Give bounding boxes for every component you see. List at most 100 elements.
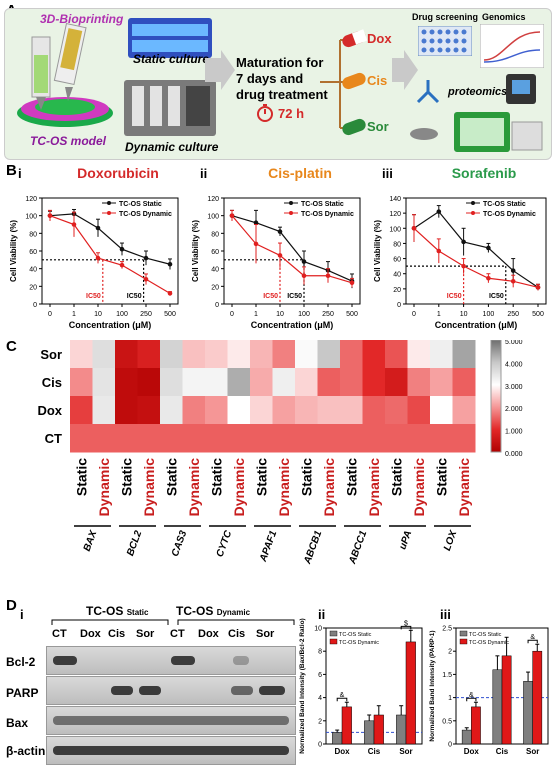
group-dynamic-name: TC-OS bbox=[176, 604, 214, 618]
chart-roman-label: iii bbox=[382, 166, 393, 181]
blot-band bbox=[231, 686, 253, 695]
heatmap-cell bbox=[182, 340, 206, 369]
y-tick-label: 1.5 bbox=[442, 672, 452, 679]
heatmap-column-label: Static bbox=[388, 458, 404, 496]
timer-icon bbox=[257, 104, 273, 122]
heatmap-row-label: Sor bbox=[40, 347, 62, 362]
y-tick-label: 80 bbox=[393, 241, 401, 248]
colorbar-tick-label: 4.000 bbox=[505, 361, 523, 368]
x-tick-label: 250 bbox=[140, 311, 152, 318]
ic50-label-dynamic: IC50 bbox=[263, 293, 278, 300]
heatmap-cell bbox=[407, 424, 431, 453]
x-tick-label: 250 bbox=[507, 311, 519, 318]
heatmap-column-label: Dynamic bbox=[276, 458, 292, 517]
heatmap-cell bbox=[115, 368, 138, 397]
heatmap-cell bbox=[205, 368, 228, 397]
y-tick-label: 0 bbox=[318, 742, 322, 749]
y-tick-label: 60 bbox=[211, 249, 219, 256]
heatmap-cell bbox=[92, 368, 116, 397]
protein-label-parp: PARP bbox=[6, 686, 39, 700]
heatmap-cell bbox=[295, 368, 318, 397]
blot-band bbox=[171, 656, 195, 665]
legend-swatch bbox=[459, 630, 468, 637]
colorbar-tick-label: 0.000 bbox=[505, 451, 523, 458]
gene-label: ABCB1 bbox=[302, 529, 325, 566]
data-point bbox=[229, 213, 235, 218]
y-tick-label: 0.5 bbox=[442, 718, 452, 725]
lane-label: Sor bbox=[256, 628, 275, 640]
heatmap-cell bbox=[92, 424, 116, 453]
protein-label-bactin: β-actin bbox=[6, 744, 46, 758]
y-tick-label: 0 bbox=[448, 742, 452, 749]
culture-illustration bbox=[124, 18, 216, 136]
blot-row-parp bbox=[46, 676, 296, 705]
significance-mark: $ bbox=[404, 620, 408, 627]
blot-band bbox=[111, 686, 133, 695]
genomics-label: Genomics bbox=[482, 12, 526, 22]
x-tick-label: 1 bbox=[254, 311, 258, 318]
colorbar-tick-label: 2.000 bbox=[505, 406, 523, 413]
blot-row-bcl2 bbox=[46, 646, 296, 675]
heatmap-cell bbox=[250, 368, 273, 397]
x-tick-label: Cis bbox=[368, 747, 381, 756]
y-tick-label: 6 bbox=[318, 672, 322, 679]
heatmap-column-label: Static bbox=[343, 458, 359, 496]
bar bbox=[332, 732, 343, 745]
panel-c-label: C bbox=[6, 338, 17, 355]
blot-band bbox=[233, 656, 249, 665]
data-point bbox=[143, 255, 149, 261]
bioprinting-label: 3D-Bioprinting bbox=[40, 12, 124, 26]
heatmap-cell bbox=[295, 396, 318, 425]
bar bbox=[461, 729, 472, 745]
data-point bbox=[143, 276, 149, 282]
y-tick-label: 0 bbox=[33, 302, 37, 309]
chart-title: Sorafenib bbox=[452, 165, 517, 181]
y-tick-label: 0 bbox=[215, 302, 219, 309]
bar bbox=[364, 720, 375, 745]
line-chart-sorafenib: iii Sorafenib 0 20 40 60 80 100 120 140 0 1 10 100 250… bbox=[368, 162, 554, 334]
panel-d-label: D bbox=[6, 597, 17, 614]
bar-chart-bax-bcl2: 0 2 4 6 8 10 Dox & Cis Sor $ TC-OS Static TC-OS Dyna… bbox=[296, 616, 428, 766]
line-chart-svg: ii Cis-platin 0 20 40 60 80 100 120 0 1 10 100 250 500… bbox=[191, 165, 361, 330]
series-line bbox=[231, 215, 353, 284]
heatmap-column-label: Dynamic bbox=[321, 458, 337, 517]
group-static-name: TC-OS bbox=[86, 604, 124, 618]
heatmap-cell bbox=[407, 396, 431, 425]
data-point bbox=[301, 259, 307, 264]
heatmap-cell bbox=[160, 340, 183, 369]
legend-entry: TC-OS Static bbox=[339, 632, 372, 638]
data-point bbox=[253, 241, 259, 247]
y-tick-label: 2.5 bbox=[442, 626, 452, 633]
data-point bbox=[486, 245, 491, 251]
lane-label: Dox bbox=[198, 628, 219, 640]
gene-label: BCL2 bbox=[125, 529, 144, 558]
heatmap-cell bbox=[295, 340, 318, 369]
legend-swatch bbox=[459, 638, 468, 645]
proteomics-equipment-icon bbox=[410, 74, 543, 152]
heatmap-cell bbox=[452, 368, 476, 397]
blot-band bbox=[53, 746, 289, 755]
bar bbox=[523, 681, 533, 745]
bar bbox=[373, 714, 384, 745]
data-point bbox=[461, 239, 466, 245]
blot-band bbox=[139, 686, 161, 695]
y-axis-label: Normalized Band Intensity (PARP-1) bbox=[429, 630, 436, 741]
dynamic-culture-label: Dynamic culture bbox=[125, 140, 219, 154]
chart-roman-label: i bbox=[18, 166, 22, 181]
ic50-label-dynamic: IC50 bbox=[86, 293, 101, 300]
heatmap-cell bbox=[340, 396, 363, 425]
heatmap-cell bbox=[452, 424, 476, 453]
series-line bbox=[413, 227, 539, 288]
heatmap-cell bbox=[137, 368, 161, 397]
line-chart-cisplatin: ii Cis-platin 0 20 40 60 80 100 120 0 1 10 100 250 500… bbox=[186, 162, 368, 334]
blot-band bbox=[53, 716, 289, 725]
dox-label: Dox bbox=[367, 31, 392, 46]
lane-label: Cis bbox=[108, 628, 126, 640]
protein-label-bax: Bax bbox=[6, 716, 29, 730]
lane-label: CT bbox=[170, 628, 185, 640]
bar bbox=[396, 714, 407, 745]
x-axis-label: Concentration (μM) bbox=[435, 320, 518, 330]
line-chart-doxorubicin: i Doxorubicin 0 20 40 60 80 100 120 0 1 10 100 250 500… bbox=[4, 162, 186, 334]
time-label: 72 h bbox=[278, 106, 305, 121]
dox-pill-icon bbox=[342, 29, 368, 48]
